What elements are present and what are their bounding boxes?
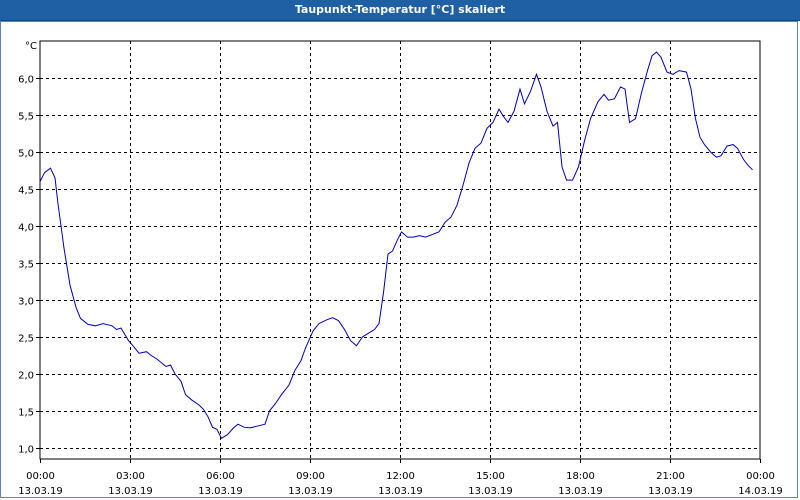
series-line [39,51,753,440]
y-tick-label: 5,5 [18,112,34,123]
grid [40,41,760,459]
x-tick-date: 13.03.19 [288,486,333,497]
y-tick-label: 5,0 [18,149,34,160]
x-tick-date: 13.03.19 [108,486,153,497]
y-tick-label: 6,0 [18,75,34,86]
x-tick-time: 09:00 [296,471,325,482]
x-tick-date: 14.03.19 [738,486,783,497]
series-group [39,51,753,440]
x-tick-date: 13.03.19 [468,486,513,497]
y-tick-label: 4,0 [18,223,34,234]
x-tick-time: 06:00 [206,471,235,482]
x-tick-date: 13.03.19 [648,486,693,497]
x-tick-time: 03:00 [116,471,145,482]
x-tick-time: 15:00 [476,471,505,482]
y-axis-unit: °C [25,41,37,52]
x-tick-date: 13.03.19 [18,486,63,497]
x-tick-time: 00:00 [26,471,55,482]
x-tick-time: 21:00 [656,471,685,482]
y-tick-label: 2,0 [18,371,34,382]
y-tick-label: 2,5 [18,334,34,345]
y-tick-label: 3,0 [18,297,34,308]
y-axis-labels: 1,0 1,5 2,0 2,5 3,0 3,5 4,0 4,5 5,0 5,5 6,0 [18,75,34,456]
y-tick-label: 3,5 [18,260,34,271]
y-tick-label: 4,5 [18,186,34,197]
x-tick-time: 12:00 [386,471,415,482]
x-axis-labels: 00:00 13.03.19 03:00 13.03.19 06:00 13.03.19 0… [18,471,783,497]
x-tick-date: 13.03.19 [378,486,423,497]
x-tick-time: 18:00 [566,471,595,482]
axes [36,78,761,463]
x-tick-date: 13.03.19 [198,486,243,497]
x-tick-date: 13.03.19 [558,486,603,497]
y-tick-label: 1,0 [18,445,34,456]
x-tick-time: 00:00 [746,471,775,482]
chart-title: Taupunkt-Temperatur [°C] skaliert [0,0,800,21]
y-tick-label: 1,5 [18,408,34,419]
